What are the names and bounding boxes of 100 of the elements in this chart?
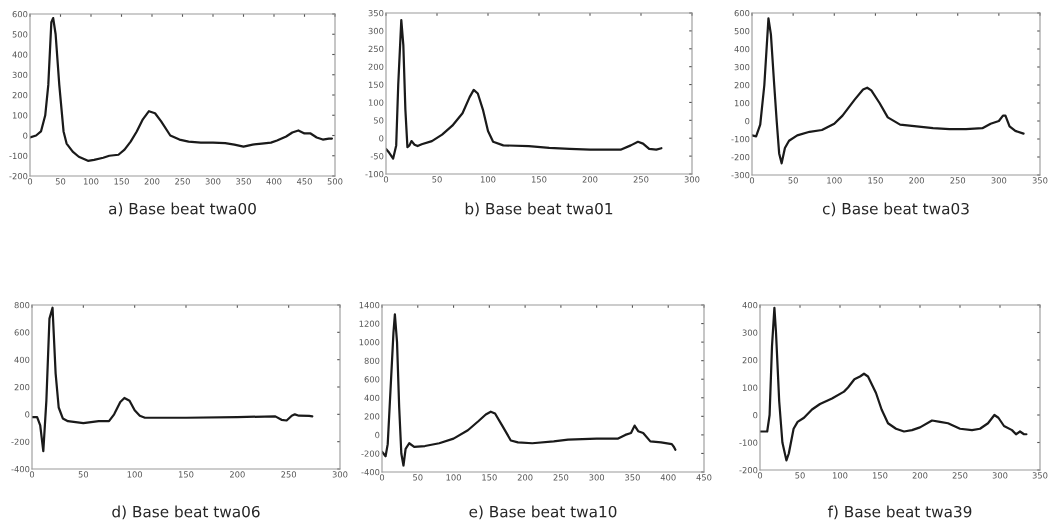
x-tick-label: 350 xyxy=(1032,177,1048,184)
line-series xyxy=(32,306,314,453)
text: b) Base beat twa01 xyxy=(465,202,613,217)
x-tick-label: 0 xyxy=(383,176,389,183)
y-tick-label: -400 xyxy=(361,468,380,476)
y-tick-label: -200 xyxy=(731,153,750,161)
y-tick-label: 1200 xyxy=(359,320,380,327)
y-tick-label: 0 xyxy=(25,411,30,418)
x-tick-label: 200 xyxy=(582,176,598,183)
y-tick-label: 200 xyxy=(734,81,750,89)
x-tick-label: 100 xyxy=(127,471,143,478)
x-tick-label: 200 xyxy=(517,474,533,481)
x-tick-label: 350 xyxy=(625,474,640,481)
y-tick-label: 0 xyxy=(753,411,758,419)
y-tick-label: 600 xyxy=(14,329,30,336)
y-tick-label: 0 xyxy=(379,135,384,142)
x-tick-label: 150 xyxy=(868,177,883,184)
y-tick-label: 200 xyxy=(368,63,384,70)
x-tick-label: 150 xyxy=(178,471,194,478)
x-tick-label: 100 xyxy=(832,472,848,479)
x-tick-label: 300 xyxy=(332,471,348,478)
x-tick-label: 350 xyxy=(236,178,251,185)
x-tick-label: 450 xyxy=(296,178,312,185)
x-tick-label: 250 xyxy=(952,472,968,479)
x-tick-label: 200 xyxy=(912,472,928,479)
y-tick-label: -300 xyxy=(731,171,750,179)
x-tick-label: 50 xyxy=(432,176,442,183)
x-tick-label: 0 xyxy=(29,471,35,478)
y-tick-label: -200 xyxy=(361,450,380,457)
x-tick-label: 300 xyxy=(684,176,700,183)
y-tick-label: 0 xyxy=(23,132,28,139)
y-tick-label: 200 xyxy=(12,91,28,99)
x-tick-label: 150 xyxy=(114,178,129,185)
x-tick-label: 300 xyxy=(205,178,221,185)
text: d) Base beat twa06 xyxy=(112,505,260,520)
y-tick-label: 100 xyxy=(368,99,384,106)
x-tick-label: 400 xyxy=(660,474,676,481)
y-tick-label: 800 xyxy=(364,357,380,364)
x-tick-label: 350 xyxy=(1032,472,1048,479)
line-series xyxy=(752,17,1025,165)
y-tick-label: 400 xyxy=(742,301,758,309)
x-tick-label: 50 xyxy=(413,474,423,481)
x-tick-label: 200 xyxy=(909,177,924,184)
y-tick-label: 500 xyxy=(12,31,28,38)
x-tick-label: 250 xyxy=(633,176,649,183)
y-tick-label: 200 xyxy=(14,383,30,391)
y-tick-label: 0 xyxy=(375,431,380,439)
x-tick-label: 250 xyxy=(950,177,966,184)
line-series xyxy=(386,19,663,160)
x-tick-label: 200 xyxy=(229,471,245,478)
y-tick-label: 600 xyxy=(734,9,750,17)
line-series xyxy=(760,306,1028,462)
x-tick-label: 100 xyxy=(480,176,496,183)
x-tick-label: 50 xyxy=(788,177,798,184)
y-tick-label: 100 xyxy=(734,99,750,107)
y-tick-label: -100 xyxy=(9,152,28,160)
y-tick-label: -400 xyxy=(11,465,30,473)
y-tick-label: -100 xyxy=(739,439,758,446)
y-tick-label: 400 xyxy=(14,356,30,363)
y-tick-label: 250 xyxy=(368,45,384,53)
y-tick-label: -200 xyxy=(9,172,28,180)
y-tick-label: 400 xyxy=(12,51,28,58)
x-tick-label: 150 xyxy=(482,474,497,481)
text: f) Base beat twa39 xyxy=(827,505,972,520)
y-tick-label: 1400 xyxy=(359,301,380,309)
x-tick-label: 100 xyxy=(83,178,99,185)
y-tick-label: 600 xyxy=(12,10,28,18)
y-tick-label: 50 xyxy=(373,117,384,124)
y-tick-label: -100 xyxy=(731,135,750,143)
y-tick-label: 100 xyxy=(742,384,758,391)
y-tick-label: 400 xyxy=(364,394,380,402)
x-tick-label: 150 xyxy=(872,472,888,479)
x-tick-label: 250 xyxy=(175,178,190,185)
y-tick-label: -200 xyxy=(11,438,30,445)
x-tick-label: 50 xyxy=(78,471,89,478)
x-tick-label: 100 xyxy=(827,177,842,184)
x-tick-label: 250 xyxy=(553,474,569,481)
x-tick-label: 400 xyxy=(266,178,282,185)
y-tick-label: 300 xyxy=(742,329,758,336)
y-tick-label: 300 xyxy=(368,27,384,35)
y-tick-label: 800 xyxy=(14,301,30,309)
x-tick-label: 150 xyxy=(531,176,547,183)
x-tick-label: 450 xyxy=(696,474,712,481)
x-tick-label: 300 xyxy=(991,177,1007,184)
y-tick-label: 500 xyxy=(734,27,750,35)
y-tick-label: 300 xyxy=(12,71,28,79)
y-tick-label: 150 xyxy=(368,81,384,88)
y-tick-label: -200 xyxy=(739,466,758,474)
x-tick-label: 50 xyxy=(55,178,66,185)
y-tick-label: 350 xyxy=(368,9,384,17)
y-tick-label: 200 xyxy=(364,413,380,420)
text: c) Base beat twa03 xyxy=(822,202,969,217)
x-tick-label: 300 xyxy=(992,472,1008,479)
y-tick-label: -50 xyxy=(370,153,384,160)
text: a) Base beat twa00 xyxy=(109,202,256,217)
x-tick-label: 500 xyxy=(327,178,343,185)
y-tick-label: -100 xyxy=(365,170,384,178)
x-tick-label: 50 xyxy=(795,472,805,479)
y-tick-label: 100 xyxy=(12,112,28,119)
line-series xyxy=(382,313,677,467)
